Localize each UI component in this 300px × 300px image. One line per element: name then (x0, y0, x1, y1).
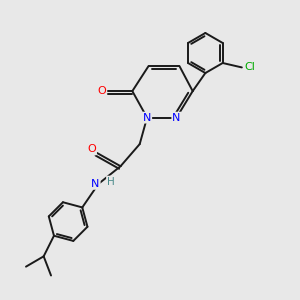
Text: Cl: Cl (244, 62, 256, 72)
Text: H: H (107, 176, 115, 187)
Text: O: O (87, 144, 96, 154)
Text: O: O (98, 86, 106, 96)
Text: N: N (91, 179, 100, 189)
Text: N: N (172, 112, 181, 123)
Text: N: N (143, 112, 151, 123)
